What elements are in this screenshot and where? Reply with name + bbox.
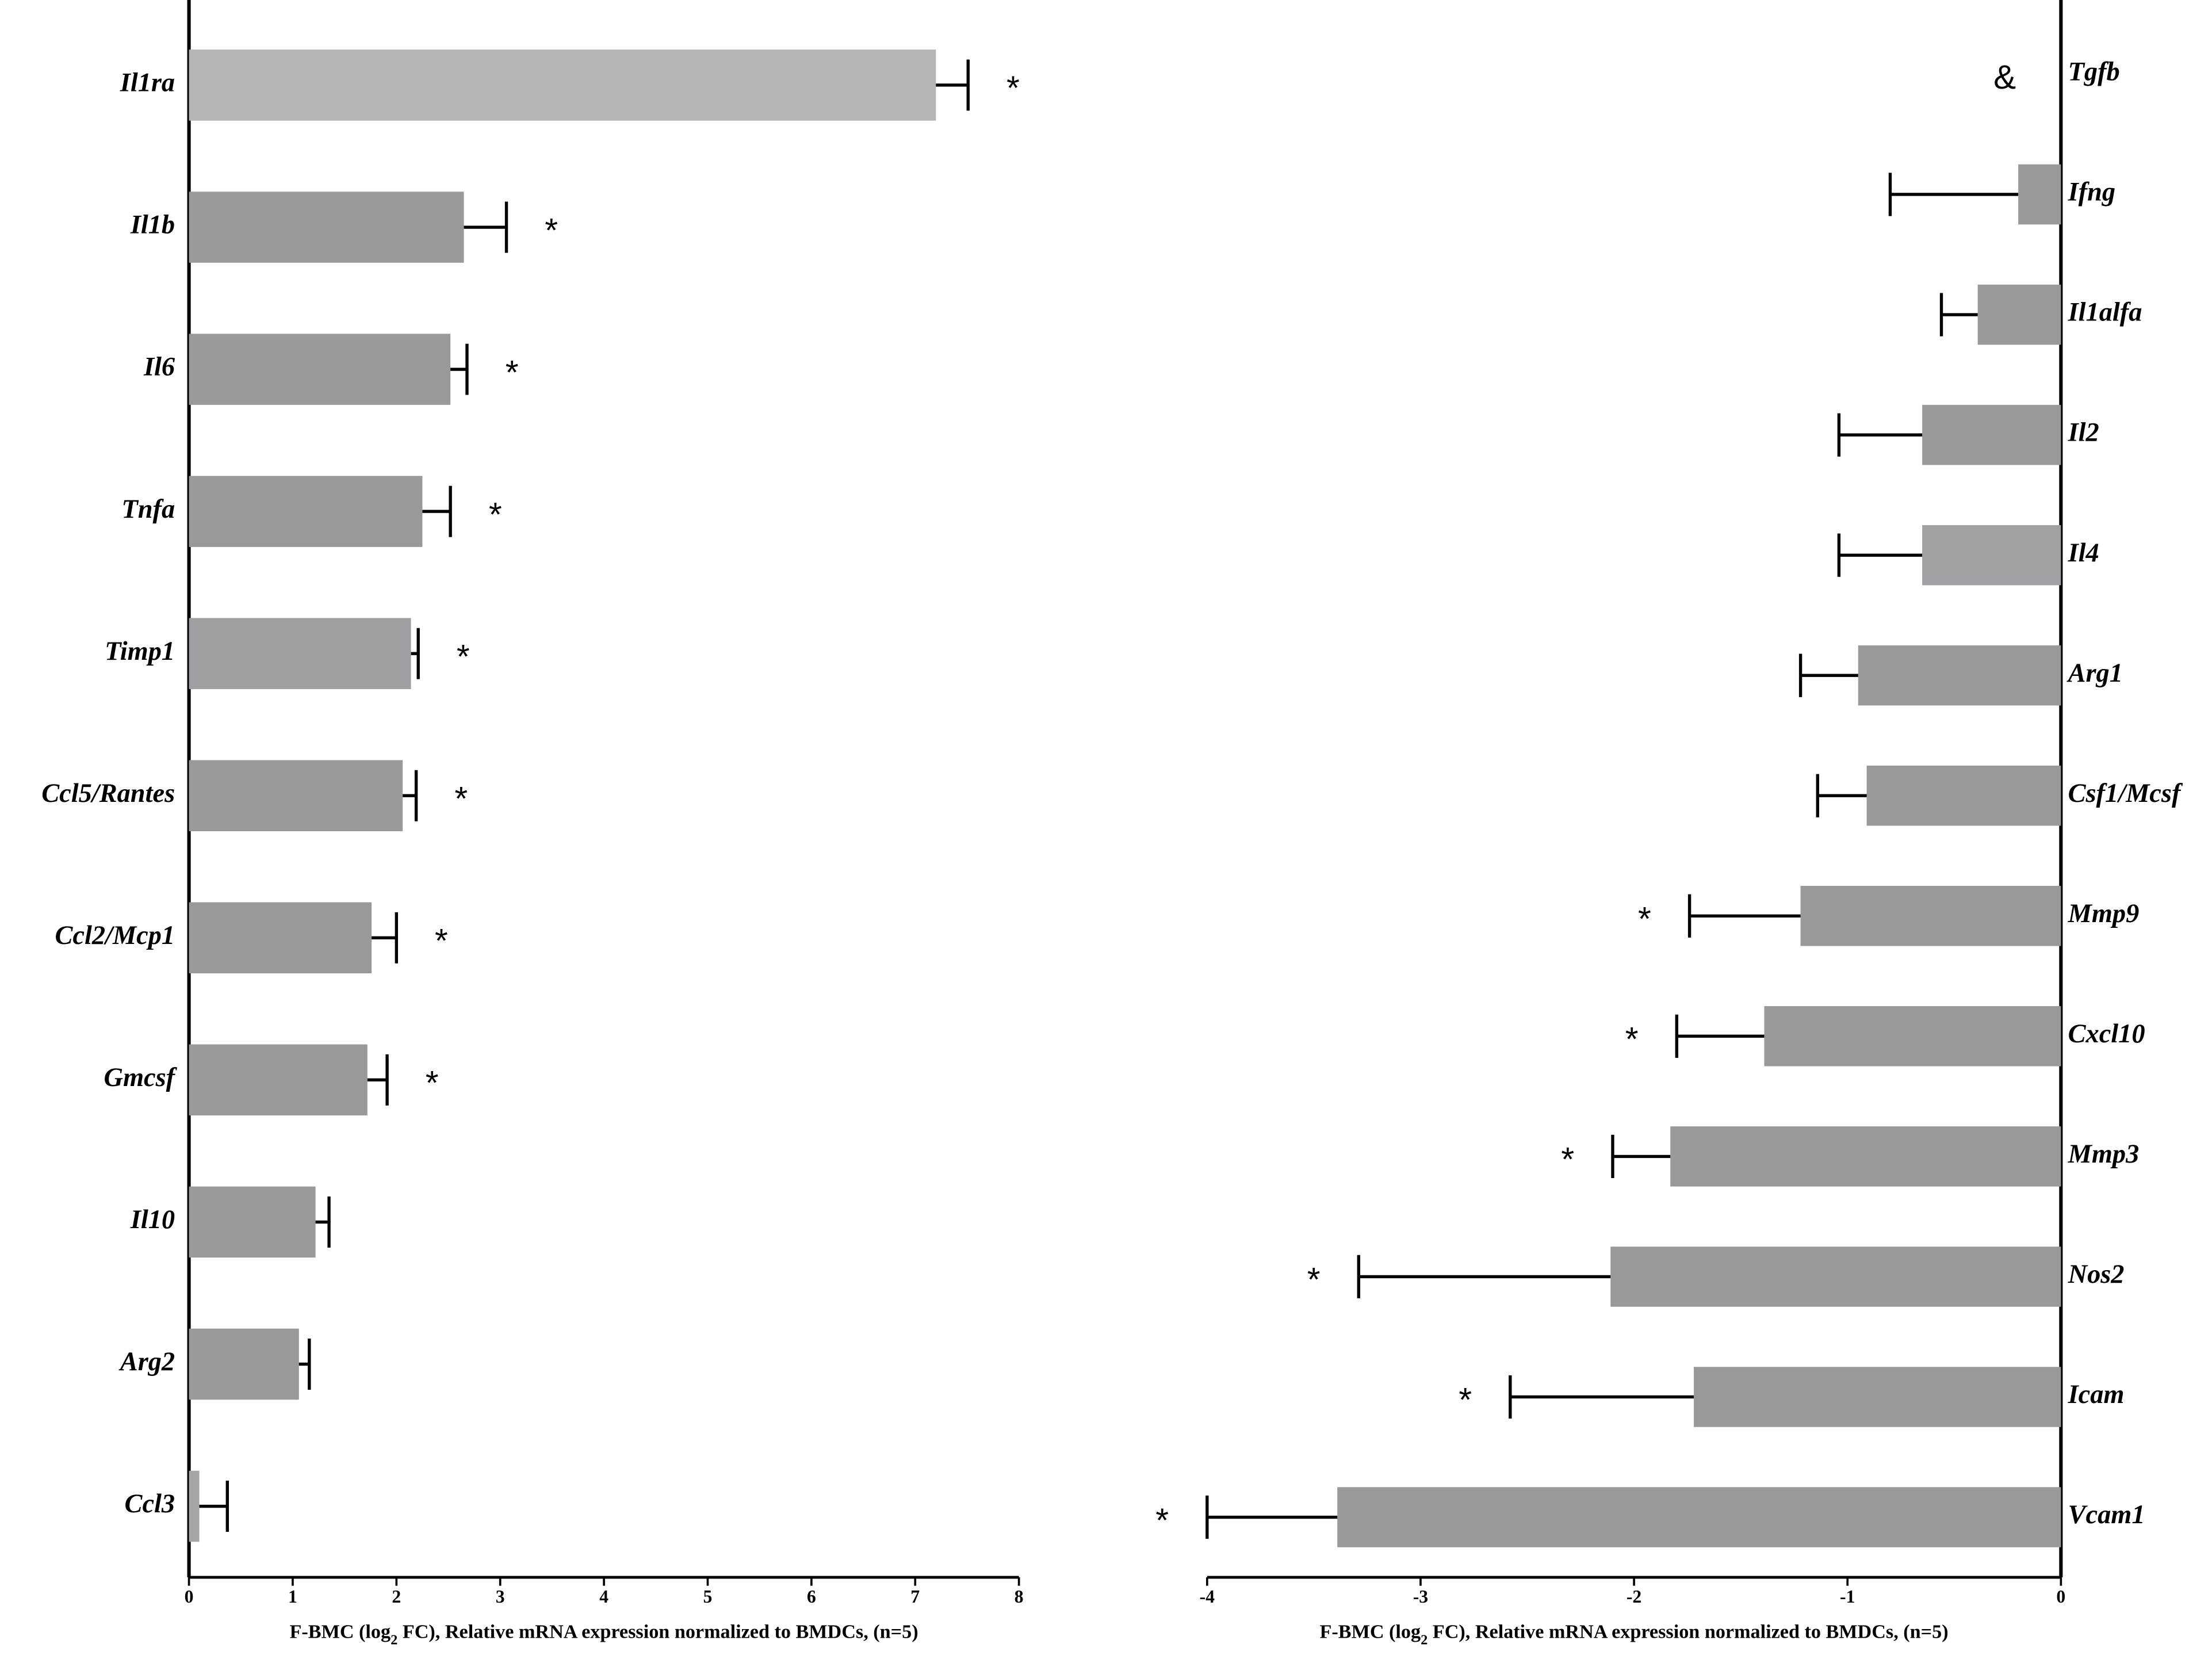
x-tick-label: 6 — [807, 1586, 816, 1607]
category-label: Tgfb — [2068, 58, 2120, 87]
bar — [1866, 765, 2061, 826]
x-axis-label: F-BMC (log2 FC), Relative mRNA expressio… — [1320, 1622, 1949, 1648]
annotation: * — [545, 212, 558, 249]
bar — [1800, 886, 2061, 946]
category-label: Il1b — [130, 211, 175, 240]
category-label: Il10 — [130, 1205, 175, 1234]
annotation: * — [426, 1065, 439, 1102]
category-label: Mmp3 — [2068, 1140, 2140, 1169]
annotation: * — [457, 638, 470, 675]
annotation: * — [1561, 1141, 1574, 1179]
annotation: * — [454, 780, 468, 817]
bar — [189, 1044, 368, 1116]
x-axis-label-part: F-BMC (log — [290, 1622, 391, 1643]
category-label: Cxcl10 — [2068, 1019, 2145, 1049]
x-tick-label: 2 — [392, 1586, 401, 1607]
annotation: * — [1459, 1382, 1472, 1419]
bar — [189, 334, 451, 405]
x-axis-label-part: 2 — [1421, 1633, 1428, 1648]
bar — [189, 902, 372, 974]
category-label: Vcam1 — [2068, 1500, 2145, 1530]
bar — [1764, 1006, 2061, 1066]
x-tick-label: 0 — [2056, 1586, 2065, 1607]
category-label: Arg1 — [2066, 659, 2123, 688]
x-axis-label-part: 2 — [391, 1633, 397, 1648]
annotation: * — [1638, 901, 1651, 938]
annotation: * — [1307, 1261, 1321, 1299]
category-label: Ifng — [2068, 178, 2115, 207]
x-tick-label: -1 — [1840, 1586, 1855, 1607]
category-label: Icam — [2068, 1380, 2125, 1409]
bar — [2018, 164, 2061, 225]
category-label: Il1ra — [120, 68, 175, 98]
category-label: Il4 — [2068, 538, 2099, 568]
category-label: Ccl2/Mcp1 — [55, 921, 175, 950]
x-tick-label: 8 — [1015, 1586, 1024, 1607]
bar — [1977, 284, 2061, 345]
x-tick-label: -4 — [1200, 1586, 1215, 1607]
category-label: Tnfa — [121, 495, 175, 524]
annotation: * — [1007, 70, 1020, 107]
category-label: Ccl5/Rantes — [41, 779, 175, 808]
category-label: Arg2 — [118, 1347, 175, 1377]
annotation: & — [1993, 59, 2016, 96]
bar — [1610, 1247, 2061, 1307]
category-label: Ccl3 — [125, 1489, 175, 1519]
bar — [1922, 525, 2061, 586]
x-axis-label-part: F-BMC (log — [1320, 1622, 1421, 1643]
bar — [189, 1470, 200, 1542]
x-axis-label-part: FC), Relative mRNA expression normalized… — [1428, 1622, 1948, 1643]
x-axis-label: F-BMC (log2 FC), Relative mRNA expressio… — [290, 1622, 919, 1648]
x-tick-label: 0 — [185, 1586, 194, 1607]
x-tick-label: -2 — [1627, 1586, 1641, 1607]
bar — [1337, 1487, 2061, 1547]
bar — [1670, 1126, 2061, 1187]
x-tick-label: 5 — [703, 1586, 713, 1607]
bar — [189, 1186, 316, 1258]
annotation: * — [506, 354, 519, 391]
category-label: Gmcsf — [104, 1063, 177, 1092]
x-tick-label: 1 — [288, 1586, 297, 1607]
bar — [1922, 404, 2061, 465]
category-label: Nos2 — [2068, 1260, 2125, 1289]
annotation: * — [1625, 1021, 1639, 1058]
bar — [189, 1328, 299, 1400]
category-label: Il1alfa — [2068, 298, 2142, 327]
annotation: * — [1155, 1502, 1169, 1539]
category-label: Timp1 — [105, 637, 175, 666]
category-label: Mmp9 — [2068, 899, 2140, 928]
annotation: * — [489, 496, 502, 533]
x-tick-label: -3 — [1413, 1586, 1428, 1607]
x-tick-label: 7 — [910, 1586, 920, 1607]
bar — [189, 618, 411, 689]
bar — [1694, 1367, 2061, 1427]
bar — [189, 192, 464, 263]
x-tick-label: 3 — [496, 1586, 505, 1607]
category-label: Csf1/Mcsf — [2068, 779, 2183, 808]
category-label: Il6 — [143, 353, 175, 382]
bar — [189, 49, 936, 121]
x-tick-label: 4 — [599, 1586, 609, 1607]
bar — [189, 476, 423, 547]
bar — [189, 760, 403, 832]
annotation: * — [435, 923, 448, 960]
x-axis-label-part: FC), Relative mRNA expression normalized… — [397, 1622, 918, 1643]
category-label: Il2 — [2068, 418, 2099, 448]
bar — [1858, 645, 2061, 706]
